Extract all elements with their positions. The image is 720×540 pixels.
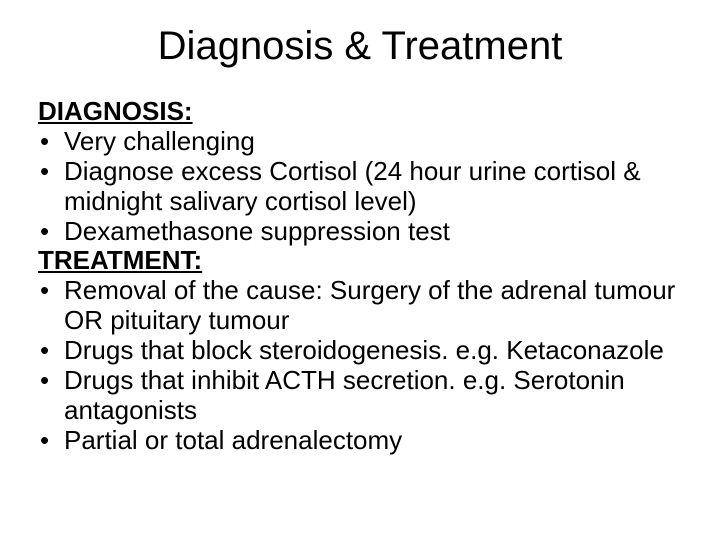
list-item: Dexamethasone suppression test [38, 217, 682, 247]
list-item: Drugs that block steroidogenesis. e.g. K… [38, 336, 682, 366]
list-item: Drugs that inhibit ACTH secretion. e.g. … [38, 366, 682, 426]
bullet-list: Removal of the cause: Surgery of the adr… [38, 276, 682, 455]
slide: Diagnosis & Treatment DIAGNOSIS: Very ch… [0, 0, 720, 540]
section-heading: TREATMENT: [38, 246, 682, 276]
bullet-list: Very challenging Diagnose excess Cortiso… [38, 127, 682, 247]
section-treatment: TREATMENT: Removal of the cause: Surgery… [38, 246, 682, 455]
section-heading: DIAGNOSIS: [38, 97, 682, 127]
slide-title: Diagnosis & Treatment [38, 24, 682, 69]
section-diagnosis: DIAGNOSIS: Very challenging Diagnose exc… [38, 97, 682, 246]
list-item: Diagnose excess Cortisol (24 hour urine … [38, 157, 682, 217]
list-item: Partial or total adrenalectomy [38, 426, 682, 456]
list-item: Removal of the cause: Surgery of the adr… [38, 276, 682, 336]
list-item: Very challenging [38, 127, 682, 157]
